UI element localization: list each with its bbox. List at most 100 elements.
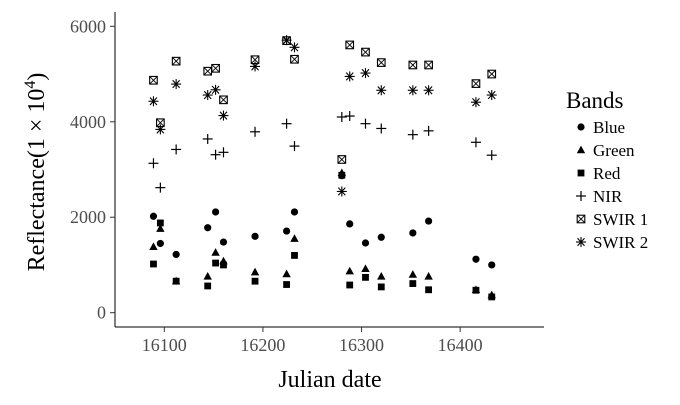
point-swir-2 — [202, 90, 213, 101]
point-green — [408, 270, 418, 278]
point-blue — [283, 227, 291, 235]
legend-marker-nir — [576, 191, 586, 201]
point-green — [377, 272, 386, 280]
point-blue — [219, 238, 228, 246]
point-blue — [346, 220, 354, 228]
point-swir-2 — [423, 85, 434, 96]
point-red — [488, 293, 496, 301]
point-red — [409, 280, 417, 287]
legend: Bands Blue Green Red NIR SWIR 1 SWIR 2 — [566, 88, 648, 252]
x-axis-title: Julian date — [278, 367, 381, 393]
y-tick-label: 6000 — [70, 16, 106, 36]
point-blue — [472, 255, 480, 263]
point-swir-1 — [219, 95, 228, 105]
point-blue — [488, 261, 496, 269]
point-nir — [202, 133, 213, 144]
point-swir-2 — [171, 79, 182, 90]
point-nir — [344, 111, 355, 122]
point-green — [361, 264, 370, 272]
point-swir-2 — [281, 35, 292, 46]
point-green — [156, 224, 165, 232]
y-axis-title: Reflectance(1 × 104) — [22, 73, 50, 272]
point-swir-2 — [360, 68, 371, 79]
point-red — [156, 219, 164, 227]
point-swir-1 — [211, 63, 220, 73]
point-swir-1 — [487, 69, 497, 79]
point-green — [203, 272, 212, 280]
point-nir — [470, 137, 481, 148]
point-swir-1 — [376, 58, 386, 67]
data-points — [148, 35, 497, 301]
point-blue — [425, 217, 433, 225]
point-swir-1 — [203, 66, 213, 76]
legend-label-green: Green — [593, 141, 635, 160]
point-swir-2 — [289, 42, 300, 53]
point-swir-2 — [486, 90, 497, 101]
point-red — [346, 281, 354, 289]
point-nir — [336, 112, 347, 122]
point-nir — [423, 125, 434, 136]
point-nir — [250, 126, 261, 137]
ticks: 16100 16200 16300 16400 0 2000 4000 6000 — [70, 16, 483, 355]
point-swir-1 — [345, 40, 355, 50]
point-swir-2 — [470, 97, 481, 108]
point-swir-2 — [250, 61, 261, 72]
point-nir — [171, 144, 182, 155]
point-swir-1 — [149, 75, 158, 85]
point-nir — [148, 158, 159, 169]
point-swir-1 — [337, 155, 347, 164]
point-swir-1 — [290, 54, 299, 64]
point-swir-2 — [376, 85, 387, 96]
point-swir-1 — [171, 56, 181, 66]
legend-label-swir-1: SWIR 1 — [593, 210, 648, 229]
point-red — [283, 281, 290, 288]
point-blue — [172, 250, 180, 259]
point-red — [377, 283, 385, 291]
point-nir — [210, 149, 221, 160]
point-nir — [289, 141, 300, 152]
point-green — [345, 266, 354, 275]
point-swir-1 — [361, 47, 370, 57]
point-blue — [149, 212, 158, 220]
point-nir — [281, 118, 292, 129]
point-swir-2 — [218, 110, 229, 121]
point-green — [250, 267, 260, 276]
point-red — [338, 171, 346, 179]
point-swir-2 — [210, 84, 221, 95]
point-green — [149, 242, 158, 251]
point-blue — [251, 232, 259, 240]
legend-label-blue: Blue — [593, 118, 625, 137]
x-tick-label: 16300 — [339, 335, 384, 355]
point-red — [172, 277, 180, 285]
legend-label-red: Red — [593, 164, 621, 183]
point-red — [362, 273, 369, 281]
legend-marker-blue — [577, 123, 585, 131]
point-red — [220, 261, 227, 269]
point-blue — [377, 233, 385, 241]
point-swir-2 — [336, 186, 347, 197]
y-axis-title-close: ) — [24, 73, 50, 81]
legend-label-swir-2: SWIR 2 — [593, 233, 648, 252]
point-red — [212, 259, 219, 267]
y-tick-label: 2000 — [70, 207, 106, 227]
point-red — [291, 252, 298, 259]
point-nir — [218, 147, 229, 158]
point-swir-2 — [148, 96, 159, 107]
y-axis-title-main: Reflectance — [24, 158, 50, 271]
legend-title: Bands — [566, 88, 624, 113]
y-axis-title-multiplier: (1 × 10 — [24, 89, 50, 159]
point-blue — [361, 239, 370, 247]
point-blue — [290, 208, 299, 216]
point-swir-2 — [155, 124, 166, 135]
legend-marker-swir-1 — [576, 214, 586, 224]
point-red — [425, 286, 433, 294]
point-nir — [360, 118, 371, 129]
point-green — [211, 248, 220, 256]
point-blue — [409, 229, 417, 237]
point-swir-1 — [471, 79, 481, 88]
x-tick-label: 16200 — [240, 335, 285, 355]
point-red — [251, 277, 259, 285]
point-swir-2 — [407, 85, 418, 96]
